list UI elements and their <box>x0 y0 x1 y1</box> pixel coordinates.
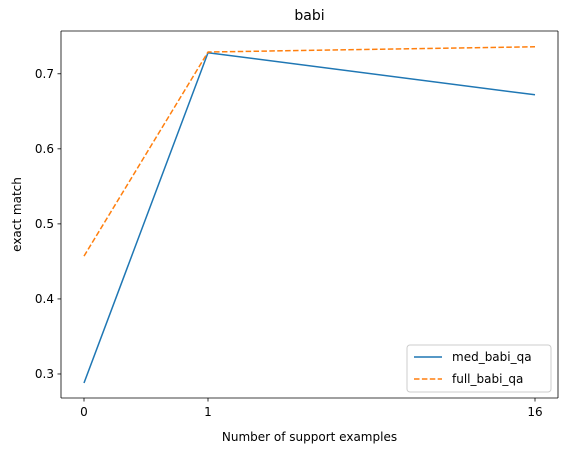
chart-title: babi <box>294 8 324 24</box>
y-tick-label: 0.6 <box>35 142 54 156</box>
x-tick-label: 0 <box>80 405 88 419</box>
y-tick-label: 0.3 <box>35 367 54 381</box>
y-axis-label: exact match <box>10 177 24 252</box>
x-axis-label: Number of support examples <box>222 430 397 444</box>
legend-label-full-babi-qa: full_babi_qa <box>452 372 523 386</box>
x-tick-label: 16 <box>527 405 542 419</box>
x-tick-label: 1 <box>204 405 212 419</box>
legend: med_babi_qa full_babi_qa <box>407 345 551 392</box>
y-tick-label: 0.7 <box>35 67 54 81</box>
y-tick-label: 0.5 <box>35 217 54 231</box>
y-tick-label: 0.4 <box>35 292 54 306</box>
x-ticks: 0 1 16 <box>80 398 542 419</box>
plot-area <box>61 31 558 398</box>
legend-label-med-babi-qa: med_babi_qa <box>452 350 532 364</box>
y-ticks: 0.3 0.4 0.5 0.6 0.7 <box>35 67 61 381</box>
